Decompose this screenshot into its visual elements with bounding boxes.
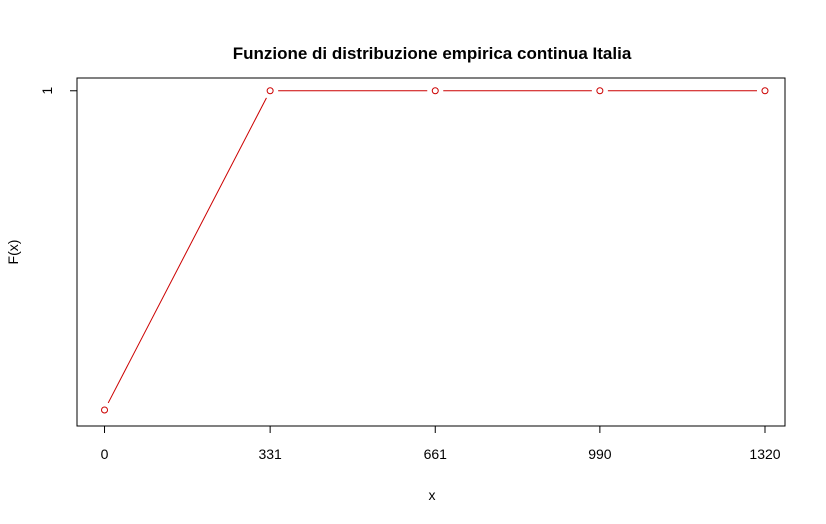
series-segment: [107, 97, 267, 404]
x-axis: 0 331 661 990 1320: [101, 425, 781, 462]
data-point: [101, 406, 109, 414]
x-tick-label: 661: [424, 446, 448, 462]
y-tick-label: 1: [39, 87, 55, 95]
chart-title: Funzione di distribuzione empirica conti…: [233, 44, 632, 63]
data-point: [266, 87, 274, 95]
x-axis-label: x: [429, 487, 436, 503]
data-point: [596, 87, 604, 95]
x-tick-label: 990: [588, 446, 612, 462]
plot-frame: [76, 77, 786, 427]
data-point: [431, 87, 439, 95]
y-axis-label: F(x): [5, 240, 21, 265]
y-axis: 1: [39, 87, 77, 95]
series-layer: [101, 87, 769, 414]
x-tick-label: 1320: [749, 446, 780, 462]
data-point: [761, 87, 769, 95]
x-tick-label: 0: [101, 446, 109, 462]
x-tick-label: 331: [258, 446, 282, 462]
